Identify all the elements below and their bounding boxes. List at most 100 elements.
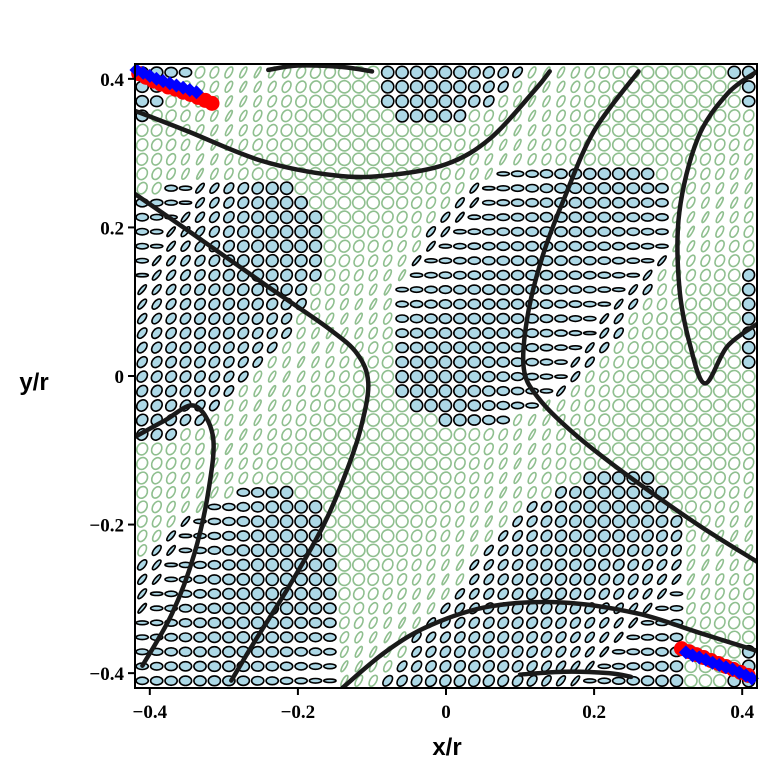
hollow-ellipse-glyph [382,326,393,340]
hollow-ellipse-glyph [598,370,610,384]
filled-ellipse-glyph [438,285,453,295]
filled-ellipse-glyph [250,501,265,513]
filled-ellipse-glyph [481,213,496,221]
filled-ellipse-glyph [452,298,467,310]
filled-ellipse-glyph [611,648,626,655]
hollow-ellipse-glyph [669,471,684,485]
hollow-ellipse-glyph [454,500,466,514]
filled-ellipse-glyph [279,676,294,685]
filled-ellipse-glyph [467,399,482,412]
hollow-ellipse-glyph [411,573,422,586]
filled-ellipse-glyph [452,312,467,325]
filled-ellipse-glyph [265,268,279,282]
hollow-ellipse-glyph [366,427,381,442]
hollow-ellipse-glyph [381,543,395,558]
filled-ellipse-glyph [165,312,177,325]
hollow-ellipse-glyph [165,109,177,123]
hollow-ellipse-glyph [311,341,320,354]
hollow-ellipse-glyph [280,138,294,152]
x-axis-title: x/r [432,734,461,761]
hollow-ellipse-glyph [382,239,393,253]
hollow-ellipse-glyph [685,268,697,282]
x-tick-label: −0.2 [281,702,316,723]
hollow-ellipse-glyph [698,340,713,355]
hollow-ellipse-glyph [322,195,337,210]
hollow-ellipse-glyph [584,80,596,94]
filled-ellipse-glyph [583,514,597,529]
hollow-ellipse-glyph [669,456,684,471]
hollow-ellipse-glyph [699,152,712,166]
hollow-ellipse-glyph [367,254,379,268]
hollow-ellipse-glyph [498,500,508,514]
hollow-ellipse-glyph [729,182,739,195]
hollow-ellipse-glyph [136,167,149,181]
diamond-marker [744,671,759,686]
filled-ellipse-glyph [207,675,222,687]
filled-ellipse-glyph [526,674,538,687]
hollow-ellipse-glyph [715,211,725,224]
hollow-ellipse-glyph [351,514,366,529]
hollow-ellipse-glyph [700,573,710,586]
filled-ellipse-glyph [251,297,264,311]
hollow-ellipse-glyph [556,94,566,108]
hollow-ellipse-glyph [742,616,756,630]
hollow-ellipse-glyph [498,471,508,485]
hollow-ellipse-glyph [368,601,379,615]
hollow-ellipse-glyph [727,427,742,442]
filled-ellipse-glyph [236,601,251,615]
hollow-ellipse-glyph [136,514,148,528]
filled-ellipse-glyph [582,226,597,238]
hollow-ellipse-glyph [337,224,352,239]
hollow-ellipse-glyph [311,355,320,369]
hollow-ellipse-glyph [210,124,219,137]
hollow-ellipse-glyph [669,94,684,109]
filled-ellipse-glyph [166,530,177,542]
filled-ellipse-glyph [194,269,206,282]
hollow-ellipse-glyph [455,529,465,543]
filled-ellipse-glyph [409,369,424,384]
hollow-ellipse-glyph [351,137,366,152]
hollow-ellipse-glyph [612,370,625,384]
filled-ellipse-glyph [135,212,150,222]
filled-ellipse-glyph [467,94,481,108]
hollow-ellipse-glyph [368,312,378,325]
hollow-ellipse-glyph [337,94,352,109]
hollow-ellipse-glyph [684,79,698,94]
hollow-ellipse-glyph [626,427,641,442]
filled-ellipse-glyph [424,327,438,339]
hollow-ellipse-glyph [397,616,407,629]
hollow-ellipse-glyph [239,428,248,441]
filled-ellipse-glyph [496,356,511,368]
hollow-ellipse-glyph [338,398,351,413]
hollow-ellipse-glyph [322,181,337,196]
filled-ellipse-glyph [424,674,438,688]
hollow-ellipse-glyph [715,544,724,557]
filled-ellipse-glyph [612,573,625,586]
hollow-ellipse-glyph [351,210,366,225]
filled-ellipse-glyph [194,196,206,209]
filled-ellipse-glyph [236,675,251,687]
filled-ellipse-glyph [497,587,510,600]
filled-ellipse-glyph [497,645,510,659]
filled-ellipse-glyph [555,675,567,687]
hollow-ellipse-glyph [280,442,293,456]
hollow-ellipse-glyph [294,456,308,471]
filled-ellipse-glyph [569,485,582,499]
filled-ellipse-glyph [540,558,553,572]
filled-ellipse-glyph [380,94,395,109]
hollow-ellipse-glyph [744,515,753,528]
filled-ellipse-glyph [582,330,597,336]
hollow-ellipse-glyph [135,442,149,456]
hollow-ellipse-glyph [180,442,191,456]
hollow-ellipse-glyph [700,587,711,601]
filled-ellipse-glyph [236,239,250,253]
filled-ellipse-glyph [207,545,222,556]
filled-ellipse-glyph [468,659,481,673]
filled-ellipse-glyph [222,210,235,224]
filled-ellipse-glyph [207,645,222,658]
filled-ellipse-glyph [409,108,424,123]
hollow-ellipse-glyph [669,413,684,427]
filled-ellipse-glyph [741,311,756,326]
hollow-ellipse-glyph [322,471,337,485]
hollow-ellipse-glyph [669,369,684,384]
